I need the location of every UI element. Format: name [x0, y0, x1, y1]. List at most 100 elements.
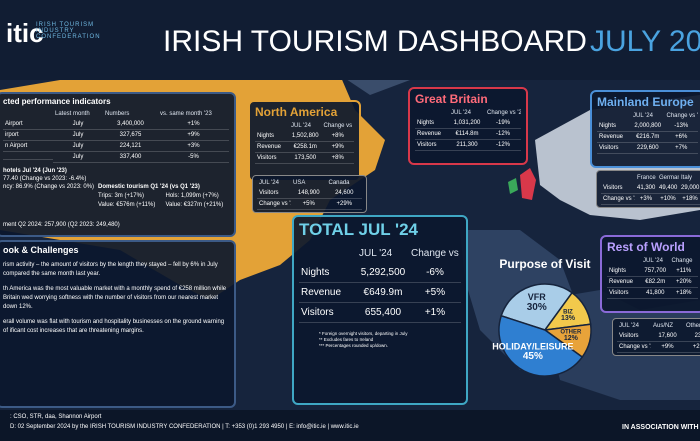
cell: +10%: [657, 194, 679, 205]
cell: Visitors: [597, 143, 631, 154]
cell: 41,300: [635, 183, 657, 194]
column-header: Italy: [681, 175, 693, 181]
note: * Foreign overnight visitors, departing …: [319, 331, 408, 336]
cell: Visitors: [601, 183, 635, 194]
slice-value: 13%: [561, 315, 576, 322]
table: FranceGermanyItaly Visitors41,30049,40029…: [601, 173, 700, 205]
slice-label: OTHER: [560, 330, 582, 336]
cell: Visitors: [257, 188, 291, 199]
cell: Change vs '23: [257, 199, 291, 210]
cell: -12%: [485, 129, 521, 140]
great-britain-panel: Great Britain JUL '24 Change vs '23 Nights1…: [408, 87, 528, 165]
cell: -12%: [485, 140, 521, 151]
cell: +3%: [158, 141, 229, 152]
footer-band: [0, 410, 700, 441]
cell: 229,600: [631, 143, 665, 154]
cell: +5%: [409, 283, 461, 303]
pie-slice: [500, 283, 574, 331]
cell: +8%: [321, 131, 354, 142]
cell: +26%: [684, 342, 700, 353]
slice-label: HOLIDAY/LEISURE: [492, 341, 573, 351]
cell: Airport: [3, 119, 53, 130]
cell: Visitors: [415, 140, 449, 151]
slice-value: 30%: [527, 302, 547, 313]
market-title: North America: [255, 105, 338, 119]
column-header: JUL '24: [633, 113, 653, 119]
source: : CSO, STR, daa, Shannon Airport: [10, 414, 102, 420]
column-header: JUL '24: [619, 323, 639, 329]
cell: July: [53, 141, 103, 152]
cell: -5%: [158, 152, 229, 163]
column-header: vs. same month '23: [160, 111, 212, 117]
cell: 41,800: [641, 288, 670, 299]
column-header: JUL '24: [643, 258, 663, 264]
cell: €216.7m: [631, 132, 665, 143]
column-header: Numbers: [105, 111, 130, 117]
panel-title: cted performance indicators: [3, 97, 111, 106]
cell: €649.9m: [357, 283, 409, 303]
cell: +1%: [409, 303, 461, 323]
spacer: [415, 111, 449, 115]
cell: +1%: [158, 119, 229, 130]
bullet: rism activity – the amount of visitors b…: [3, 262, 218, 277]
column-header: Germany: [659, 175, 679, 181]
cell: €114.8m: [449, 129, 485, 140]
note: *** Percentages rounded up/down.: [319, 343, 389, 348]
column-header: Other: [686, 323, 700, 329]
cell: 327,675: [103, 130, 158, 141]
note: ** Excludes fares to Ireland: [319, 337, 374, 342]
cell: Change vs '23: [601, 194, 635, 205]
bullet: erall volume was flat with tourism and h…: [3, 319, 225, 334]
cell: +6%: [664, 132, 698, 143]
pie-title: Purpose of Visit: [499, 257, 590, 271]
cell: +11%: [669, 266, 698, 277]
total-panel: TOTAL JUL '24 JUL '24 Change vs '23 Nights5…: [292, 215, 468, 405]
cell: +29%: [326, 199, 362, 210]
cell: 337,400: [103, 152, 158, 163]
column-header: JUL '24: [259, 180, 279, 186]
cell: [3, 155, 53, 160]
cell: 2,000,800: [631, 121, 665, 132]
date: JULY 2024: [590, 25, 700, 58]
spacer: [607, 259, 641, 263]
europe-panel: Mainland Europe JUL '24 Change vs '23 Night…: [590, 90, 700, 168]
cell: Visitors: [299, 303, 357, 323]
cell: +5%: [291, 199, 327, 210]
cell: 211,300: [449, 140, 485, 151]
spacer: [255, 124, 289, 128]
cell: Nights: [607, 266, 641, 277]
domestic-item: Value: €576m (+11%): [98, 202, 156, 208]
title: IRISH TOURISM DASHBOARD: [163, 25, 587, 58]
cell: 173,500: [289, 153, 322, 164]
cell: +9%: [321, 142, 354, 153]
column-header: Change vs '23: [487, 110, 521, 116]
cell: +8%: [321, 153, 354, 164]
panel-title: ook & Challenges: [3, 245, 79, 255]
cell: -6%: [409, 263, 461, 283]
cell: 5,292,500: [357, 263, 409, 283]
spacer: [299, 250, 357, 258]
market-title: Mainland Europe: [597, 95, 694, 109]
domestic: Domestic tourism Q1 '24 (vs Q1 '23) Trips…: [98, 184, 233, 208]
org-name: IRISH TOURISM INDUSTRY CONFEDERATION: [36, 22, 101, 40]
cell: n Airport: [3, 141, 53, 152]
cell: 24,600: [326, 188, 362, 199]
spacer: [601, 176, 635, 180]
cell: Nights: [255, 131, 289, 142]
cell: €82.2m: [641, 277, 670, 288]
cell: irport: [3, 130, 53, 141]
cell: 148,900: [291, 188, 327, 199]
cell: Visitors: [255, 153, 289, 164]
cell: 224,121: [103, 141, 158, 152]
spacer: [597, 114, 631, 118]
column-header: Change vs '23: [411, 248, 461, 259]
cell: +3%: [635, 194, 657, 205]
hotels-line: ncy: 86.9% (Change vs 2023: 0%): [3, 184, 95, 190]
cell: Nights: [597, 121, 631, 132]
table: JUL '24 Change Nights 757,700 +11% Revenue €82…: [607, 256, 698, 299]
cell: €258.1m: [289, 142, 322, 153]
